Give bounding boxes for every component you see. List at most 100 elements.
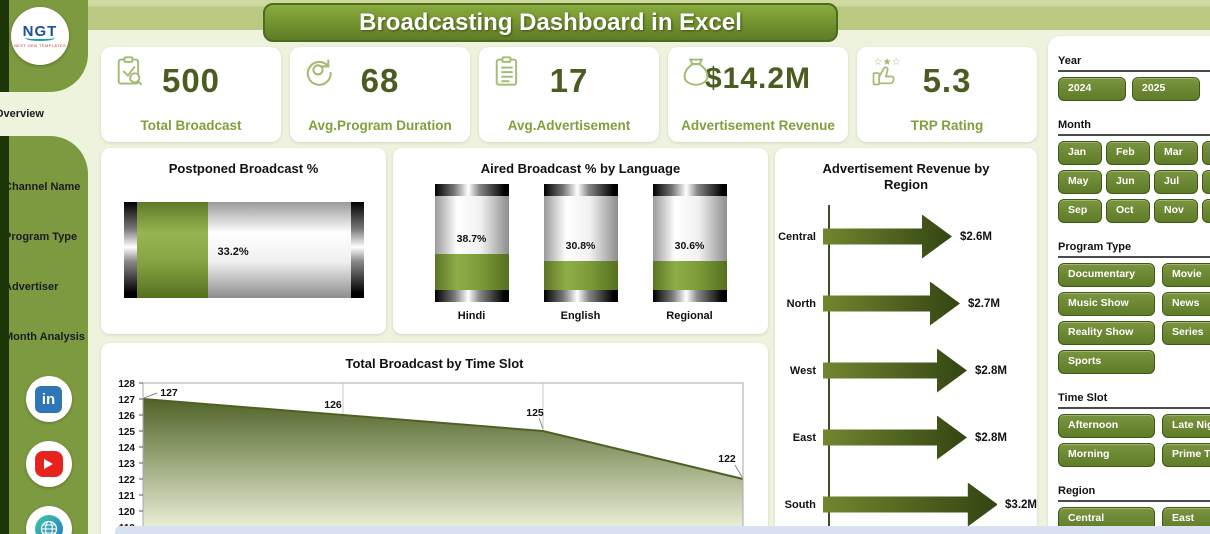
ngt-logo: NGT NEXT GEN TEMPLATES <box>11 7 69 65</box>
kpi-label: Avg.Program Duration <box>308 118 452 133</box>
slicer-button-sep[interactable]: Sep <box>1058 199 1102 223</box>
slicer-button-music-show[interactable]: Music Show <box>1058 292 1155 316</box>
sidebar-item-channel-name[interactable]: Channel Name <box>9 162 88 212</box>
sidebar-item-label: Channel Name <box>4 181 81 193</box>
kpi-card-trp-rating: ☆★☆ 5.3 TRP Rating <box>857 47 1037 142</box>
thumbs-up-stars-icon: ☆★☆ <box>869 55 903 94</box>
slicer-button-apr[interactable]: Apr <box>1202 141 1210 165</box>
money-bag-icon <box>680 55 712 92</box>
clipboard-check-icon <box>113 55 145 92</box>
slicer-button-may[interactable]: May <box>1058 170 1102 194</box>
kpi-card-avg-advertisement: 17 Avg.Advertisement <box>479 47 659 142</box>
slicer-button-oct[interactable]: Oct <box>1106 199 1150 223</box>
area-chart: 1281271261251241231221211201191271261251… <box>105 375 768 534</box>
kpi-label: TRP Rating <box>910 118 984 133</box>
cylinder-bar: 30.8% <box>543 184 618 302</box>
slicer-button-late-night[interactable]: Late Night <box>1162 414 1210 438</box>
slicer-label: Time Slot <box>1058 392 1108 404</box>
slicer-year: Year 2024 2025 <box>1058 46 1210 101</box>
kpi-label: Total Broadcast <box>140 118 242 133</box>
chart-title: Postponed Broadcast % <box>168 161 319 176</box>
sync-icon <box>302 55 334 92</box>
clipboard-list-icon <box>491 55 523 92</box>
y-tick-label: 128 <box>118 379 135 390</box>
sidebar-item-advertiser[interactable]: Advertiser <box>9 262 88 312</box>
chart-aired-by-language: Aired Broadcast % by Language 38.7% Hindi… <box>393 148 768 334</box>
y-tick-label: 127 <box>118 395 135 406</box>
cylinder-cap <box>434 290 509 302</box>
slicer-button-2024[interactable]: 2024 <box>1058 77 1126 101</box>
cylinder-bar: 38.7% <box>434 184 509 302</box>
sidebar-item-label: Month Analysis <box>4 331 85 343</box>
arrow-row-west: West $2.8M <box>775 337 1037 404</box>
cylinder-cap <box>543 290 618 302</box>
cylinder-cap <box>434 184 509 196</box>
social-links: in <box>9 376 88 534</box>
slicer-button-feb[interactable]: Feb <box>1106 141 1150 165</box>
kpi-value: 500 <box>161 62 221 99</box>
slicer-button-movie[interactable]: Movie <box>1162 263 1210 287</box>
linkedin-icon[interactable]: in <box>25 376 72 422</box>
website-globe-icon[interactable] <box>25 506 72 534</box>
kpi-label: Avg.Advertisement <box>507 118 631 133</box>
slicer-button-jun[interactable]: Jun <box>1106 170 1150 194</box>
slicer-button-nov[interactable]: Nov <box>1154 199 1198 223</box>
slicer-button-news[interactable]: News <box>1162 292 1210 316</box>
kpi-value: 68 <box>360 62 400 99</box>
data-label: 126 <box>324 399 342 411</box>
data-label: 30.6% <box>674 240 705 252</box>
kpi-card-total-broadcast: 500 Total Broadcast <box>101 47 281 142</box>
arrow-bar <box>823 281 960 326</box>
kpi-row: 500 Total Broadcast 68 Avg.Program Duration… <box>101 47 1037 142</box>
cylinder-fill <box>136 202 208 298</box>
kpi-value: 17 <box>549 62 589 99</box>
cylinder-fill <box>543 261 618 290</box>
slicer-button-aug[interactable]: Aug <box>1202 170 1210 194</box>
cylinder-cap <box>652 184 727 196</box>
arrow-row-north: North $2.7M <box>775 270 1037 337</box>
y-tick-label: 124 <box>118 443 135 454</box>
cylinder-bar: 33.2% <box>123 202 364 298</box>
svg-text:☆★☆: ☆★☆ <box>874 57 901 68</box>
arrow-row-central: Central $2.6M <box>775 203 1037 270</box>
sidebar-item-month-analysis[interactable]: Month Analysis <box>9 312 88 362</box>
data-label: $3.2M <box>1005 498 1037 511</box>
sidebar-logo-area: NGT NEXT GEN TEMPLATES <box>0 0 88 92</box>
slicer-button-dec[interactable]: Dec <box>1202 199 1210 223</box>
cylinder-cap <box>652 290 727 302</box>
category-label: North <box>786 297 816 310</box>
cylinder-cap <box>123 202 137 298</box>
slicer-button-jan[interactable]: Jan <box>1058 141 1102 165</box>
slicer-button-reality-show[interactable]: Reality Show <box>1058 321 1155 345</box>
slicer-button-mar[interactable]: Mar <box>1154 141 1198 165</box>
kpi-card-avg-program-duration: 68 Avg.Program Duration <box>290 47 470 142</box>
slicer-button-prime-time[interactable]: Prime Time <box>1162 443 1210 467</box>
category-label: Hindi <box>457 310 486 322</box>
window-edge-strip <box>115 526 1210 534</box>
category-label: English <box>560 310 601 322</box>
kpi-value: 5.3 <box>922 62 972 99</box>
category-label: Central <box>778 230 816 243</box>
data-label: 127 <box>160 387 178 399</box>
slicer-button-sports[interactable]: Sports <box>1058 350 1155 374</box>
ngt-logo-swoosh <box>25 35 55 41</box>
youtube-icon[interactable] <box>25 441 72 487</box>
slicer-button-afternoon[interactable]: Afternoon <box>1058 414 1155 438</box>
slicer-button-morning[interactable]: Morning <box>1058 443 1155 467</box>
slicer-button-jul[interactable]: Jul <box>1154 170 1198 194</box>
data-label: 33.2% <box>217 246 249 258</box>
slicer-label: Region <box>1058 485 1096 497</box>
y-tick-label: 120 <box>118 507 135 518</box>
cylinder-body: 30.8% <box>543 196 618 290</box>
cylinder-body: 30.6% <box>652 196 727 290</box>
y-tick-label: 125 <box>118 427 135 438</box>
slicer-button-2025[interactable]: 2025 <box>1132 77 1200 101</box>
sidebar-item-overview[interactable]: Overview <box>0 92 88 136</box>
slicer-button-documentary[interactable]: Documentary <box>1058 263 1155 287</box>
arrow-row-south: South $3.2M <box>775 471 1037 534</box>
kpi-label: Advertisement Revenue <box>681 118 835 133</box>
chart-title: Aired Broadcast % by Language <box>480 161 681 176</box>
sidebar-item-program-type[interactable]: Program Type <box>9 212 88 262</box>
slicer-button-series[interactable]: Series <box>1162 321 1210 345</box>
